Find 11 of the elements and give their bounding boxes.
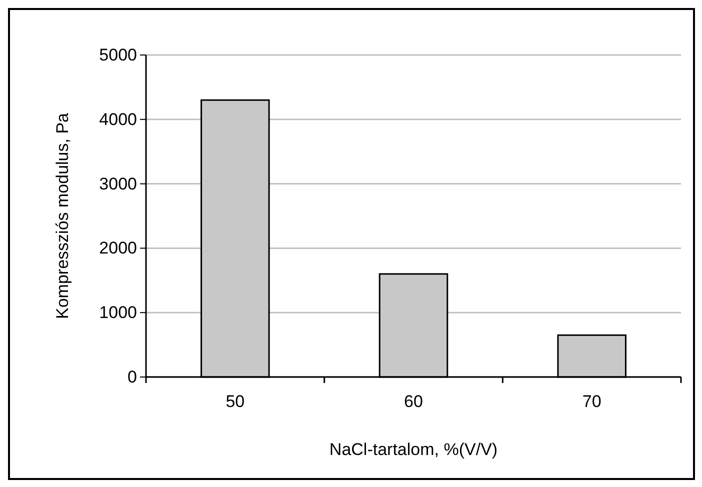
y-tick-label: 4000 — [99, 110, 137, 129]
y-tick-label: 1000 — [99, 303, 137, 322]
y-tick-label: 2000 — [99, 238, 137, 258]
y-tick-label: 5000 — [99, 45, 137, 64]
x-tick-label: 50 — [226, 392, 245, 411]
y-tick-label: 3000 — [99, 174, 137, 194]
x-axis-title: NaCl-tartalom, %(V/V) — [329, 440, 498, 459]
y-axis-title: Kompressziós modulus, Pa — [53, 112, 72, 319]
x-tick-label: 70 — [582, 392, 602, 411]
y-tick-label: 0 — [128, 367, 137, 386]
x-tick-label: 60 — [404, 392, 423, 411]
